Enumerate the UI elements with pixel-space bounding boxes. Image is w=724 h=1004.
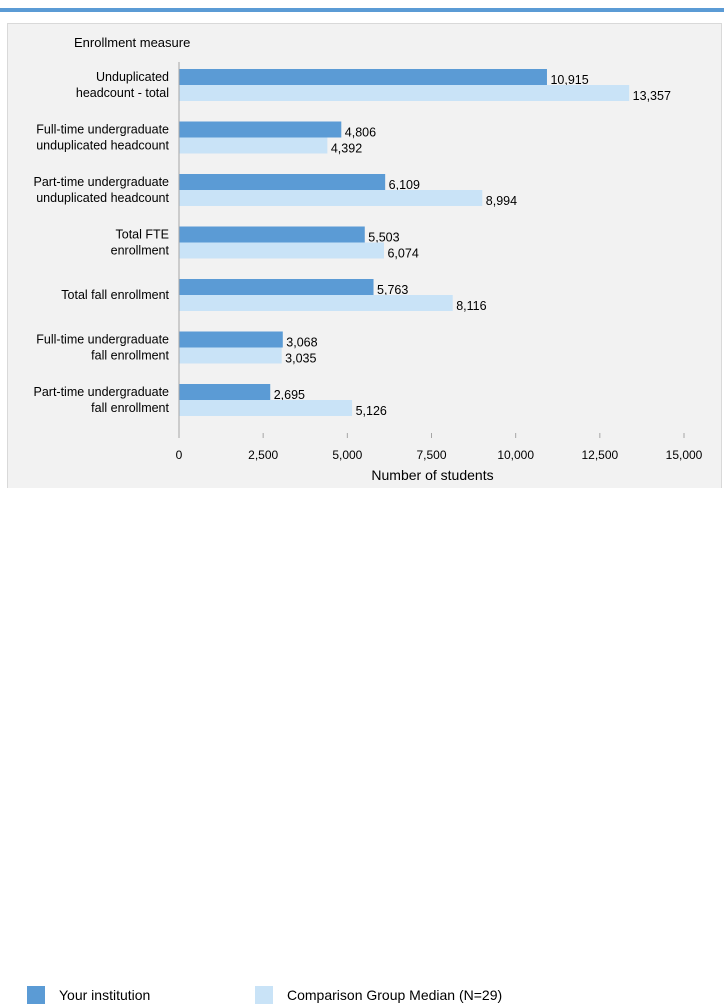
- legend-label-your-institution: Your institution: [59, 987, 151, 1003]
- bar: [179, 69, 547, 85]
- legend-swatch-comparison-median: [255, 986, 273, 1004]
- bar: [179, 347, 282, 364]
- data-label: 5,126: [356, 404, 387, 418]
- category-label: Unduplicated: [96, 70, 169, 84]
- x-tick-label: 10,000: [497, 448, 534, 462]
- category-label: Total fall enrollment: [61, 288, 169, 302]
- category-label: fall enrollment: [91, 349, 169, 363]
- category-label: Total FTE: [116, 228, 170, 242]
- x-tick-label: 2,500: [248, 448, 278, 462]
- x-tick-label: 7,500: [416, 448, 446, 462]
- chart-panel: [7, 23, 722, 510]
- data-label: 8,994: [486, 194, 517, 208]
- bar: [179, 226, 365, 243]
- bar: [179, 400, 353, 416]
- category-label: Part-time undergraduate: [34, 385, 170, 399]
- x-tick-label: 12,500: [581, 448, 618, 462]
- legend: Your institution Comparison Group Median…: [0, 488, 724, 1004]
- data-label: 13,357: [633, 89, 671, 103]
- x-tick-label: 0: [176, 448, 183, 462]
- data-label: 4,806: [345, 126, 376, 140]
- data-label: 4,392: [331, 142, 362, 156]
- category-label: Part-time undergraduate: [34, 175, 170, 189]
- category-label: Full-time undergraduate: [36, 123, 169, 137]
- bar: [179, 331, 283, 348]
- top-accent-bar: [0, 8, 724, 12]
- data-label: 5,503: [368, 231, 399, 245]
- data-label: 3,068: [286, 336, 317, 350]
- legend-label-comparison-median: Comparison Group Median (N=29): [287, 987, 503, 1003]
- bar: [179, 85, 630, 101]
- bar: [179, 279, 374, 295]
- category-label: Full-time undergraduate: [36, 333, 169, 347]
- chart-title: Enrollment measure: [74, 35, 191, 50]
- category-label: enrollment: [111, 244, 170, 258]
- x-tick-label: 15,000: [666, 448, 703, 462]
- bar: [179, 242, 384, 259]
- category-label: unduplicated headcount: [36, 139, 169, 153]
- category-label: unduplicated headcount: [36, 191, 169, 205]
- data-label: 6,109: [389, 178, 420, 192]
- bar: [179, 137, 328, 154]
- bar: [179, 384, 271, 400]
- data-label: 5,763: [377, 283, 408, 297]
- x-axis-title: Number of students: [371, 467, 493, 483]
- data-label: 10,915: [550, 73, 588, 87]
- x-tick-label: 5,000: [332, 448, 362, 462]
- legend-swatch-your-institution: [27, 986, 45, 1004]
- data-label: 2,695: [274, 388, 305, 402]
- bar: [179, 174, 386, 190]
- chart-frame: Enrollment measure 0 2,500 5,000 7,500 10,00…: [0, 8, 724, 1004]
- data-label: 8,116: [456, 299, 486, 313]
- bar: [179, 121, 342, 138]
- data-label: 6,074: [387, 247, 418, 261]
- category-label: fall enrollment: [91, 401, 169, 415]
- bar-chart: 0 2,500 5,000 7,500 10,000 12,500 15,000 Number…: [34, 62, 703, 483]
- bar: [179, 295, 453, 311]
- data-label: 3,035: [285, 352, 316, 366]
- bar: [179, 190, 483, 206]
- category-label: headcount - total: [76, 86, 169, 100]
